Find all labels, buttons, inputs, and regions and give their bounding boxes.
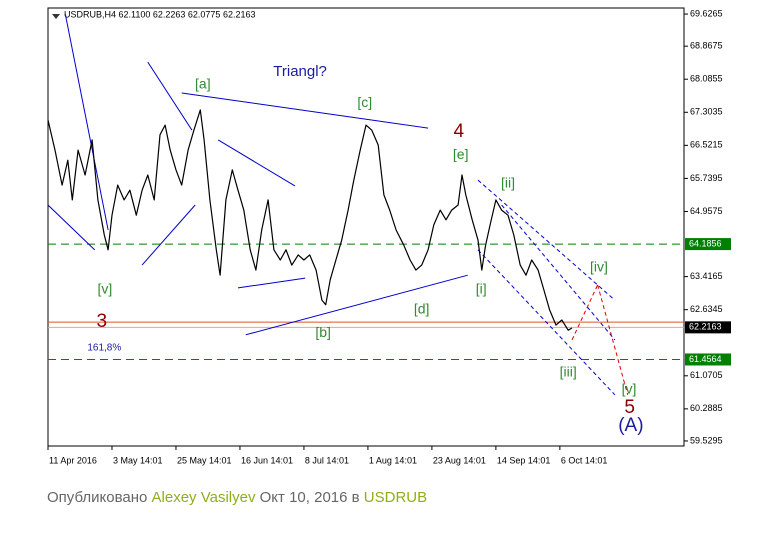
wave-label: [i] <box>476 281 487 297</box>
y-tick-label: 68.8675 <box>690 41 723 51</box>
level-box <box>685 238 731 251</box>
trendline <box>237 277 306 289</box>
y-tick-label: 63.4165 <box>690 271 723 281</box>
trendline <box>477 249 616 396</box>
symbol-link[interactable]: USDRUB <box>363 489 428 506</box>
level-label: 61.4564 <box>689 354 722 364</box>
chart-title: USDRUB,H4 62.1100 62.2263 62.0775 62.216… <box>64 9 255 19</box>
x-tick-label: 1 Aug 14:01 <box>369 455 417 465</box>
wave-label: [a] <box>195 76 211 92</box>
y-tick-label: 67.3035 <box>690 107 723 117</box>
wave-label: [iv] <box>590 259 608 275</box>
level-label: 64.1856 <box>689 238 722 248</box>
wave-label: [c] <box>357 94 372 110</box>
trendline <box>571 284 599 341</box>
x-tick-label: 3 May 14:01 <box>113 455 163 465</box>
trendline <box>217 139 296 187</box>
wave-label: [ii] <box>501 175 515 191</box>
trendline <box>147 61 193 131</box>
wave-label: 161,8% <box>87 343 121 354</box>
trendline <box>245 274 468 336</box>
price-line <box>47 109 573 331</box>
y-tick-label: 59.5295 <box>690 435 723 445</box>
trendline <box>597 284 629 395</box>
y-tick-label: 66.5215 <box>690 140 723 150</box>
x-tick-label: 8 Jul 14:01 <box>305 455 349 465</box>
author-link[interactable]: Alexey Vasilyev <box>151 489 256 506</box>
x-tick-label: 25 May 14:01 <box>177 455 232 465</box>
footer: Опубликовано Alexey Vasilyev Окт 10, 201… <box>47 489 427 506</box>
wave-label: 4 <box>453 121 464 142</box>
wave-label: [b] <box>315 324 331 340</box>
trendline <box>181 92 429 129</box>
y-tick-label: 62.6345 <box>690 304 723 314</box>
published-label: Опубликовано <box>47 489 148 506</box>
date: Окт 10, 2016 в <box>259 489 360 506</box>
trendline <box>501 204 616 341</box>
level-box <box>685 321 731 334</box>
wave-label: Triangl? <box>273 63 327 80</box>
wave-label: [v] <box>622 380 637 396</box>
trendline <box>141 204 196 266</box>
wave-label: (A) <box>618 415 643 436</box>
y-tick-label: 64.9575 <box>690 206 723 216</box>
x-tick-label: 23 Aug 14:01 <box>433 455 486 465</box>
wave-label: [v] <box>98 281 113 297</box>
y-tick-label: 68.0855 <box>690 74 723 84</box>
trendline <box>477 179 616 301</box>
trendline <box>48 204 96 251</box>
y-tick-label: 60.2885 <box>690 403 723 413</box>
x-tick-label: 6 Oct 14:01 <box>561 455 608 465</box>
x-tick-label: 11 Apr 2016 <box>49 455 97 465</box>
wave-label: [d] <box>414 301 430 317</box>
level-box <box>685 353 731 366</box>
plot-frame <box>47 7 685 447</box>
x-tick-label: 14 Sep 14:01 <box>497 455 551 465</box>
wave-label: 3 <box>96 311 107 332</box>
chart: USDRUB,H4 62.1100 62.2263 62.0775 62.216… <box>47 7 731 465</box>
menu-arrow[interactable] <box>52 14 60 19</box>
trendline <box>64 13 109 231</box>
x-tick-label: 16 Jun 14:01 <box>241 455 293 465</box>
wave-label: [e] <box>453 146 469 162</box>
wave-label: [iii] <box>560 364 577 380</box>
wave-label: 5 <box>624 397 635 418</box>
y-tick-label: 65.7395 <box>690 173 723 183</box>
y-tick-label: 69.6265 <box>690 8 723 18</box>
y-tick-label: 61.0705 <box>690 370 723 380</box>
level-label: 62.2163 <box>689 322 722 332</box>
